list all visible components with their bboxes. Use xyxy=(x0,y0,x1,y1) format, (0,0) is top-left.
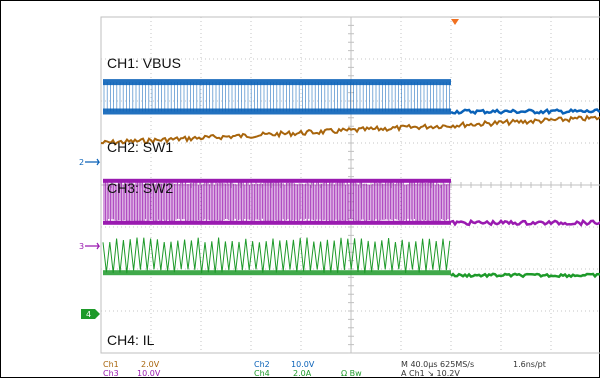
channel-label-ch3: CH3: SW2 xyxy=(107,180,173,196)
waveform-ch3-low-band xyxy=(103,220,451,225)
marker-label-2: 2 xyxy=(79,158,84,167)
waveforms xyxy=(100,79,600,279)
footer-readout: Ch1 2.0V Ch3 10.0V Ch2 10.0V Ch4 2.0A Ω … xyxy=(103,360,546,378)
waveform-ch4-ripple xyxy=(102,237,451,274)
waveform-ch2-edges xyxy=(103,82,450,112)
marker-label-3: 3 xyxy=(79,242,84,251)
channel-label-ch4: CH4: IL xyxy=(107,332,155,348)
channel-marker-3: 3 xyxy=(79,242,101,251)
waveform-ch4-baseline-band xyxy=(103,270,451,276)
footer-resolution: 1.6ns/pt xyxy=(513,360,546,369)
waveform-ch3-switching xyxy=(103,180,451,223)
channel-marker-4: 4 xyxy=(81,309,100,319)
footer-ch2-label: Ch2 xyxy=(254,360,270,369)
footer-timebase: M 40.0µs 625MS/s xyxy=(401,360,474,369)
trigger-position-marker xyxy=(451,19,459,25)
footer-ch3-label: Ch3 xyxy=(103,369,119,378)
waveform-ch3-high-band xyxy=(103,178,451,183)
waveform-ch3-idle xyxy=(450,218,600,227)
footer-ch2-scale: 10.0V xyxy=(291,360,315,369)
channel-label-ch2: CH2: SW1 xyxy=(107,139,173,155)
waveform-ch2-idle xyxy=(450,107,600,116)
footer-ch1-scale: 2.0V xyxy=(141,360,160,369)
waveform-ch4-idle xyxy=(450,272,600,279)
footer-ch3-scale: 10.0V xyxy=(137,369,161,378)
footer-ch4-scale: 2.0A xyxy=(293,369,312,378)
footer-ch1-label: Ch1 xyxy=(103,360,119,369)
footer-trigger: A Ch1 ↘ 10.2V xyxy=(401,369,460,378)
footer-bw-label: Ω Bw xyxy=(341,369,362,378)
marker-label-4: 4 xyxy=(86,310,91,319)
footer-ch4-label: Ch4 xyxy=(254,369,270,378)
waveform-ch1 xyxy=(100,114,600,146)
channel-marker-2: 2 xyxy=(79,158,101,167)
channel-label-ch1: CH1: VBUS xyxy=(107,55,181,71)
